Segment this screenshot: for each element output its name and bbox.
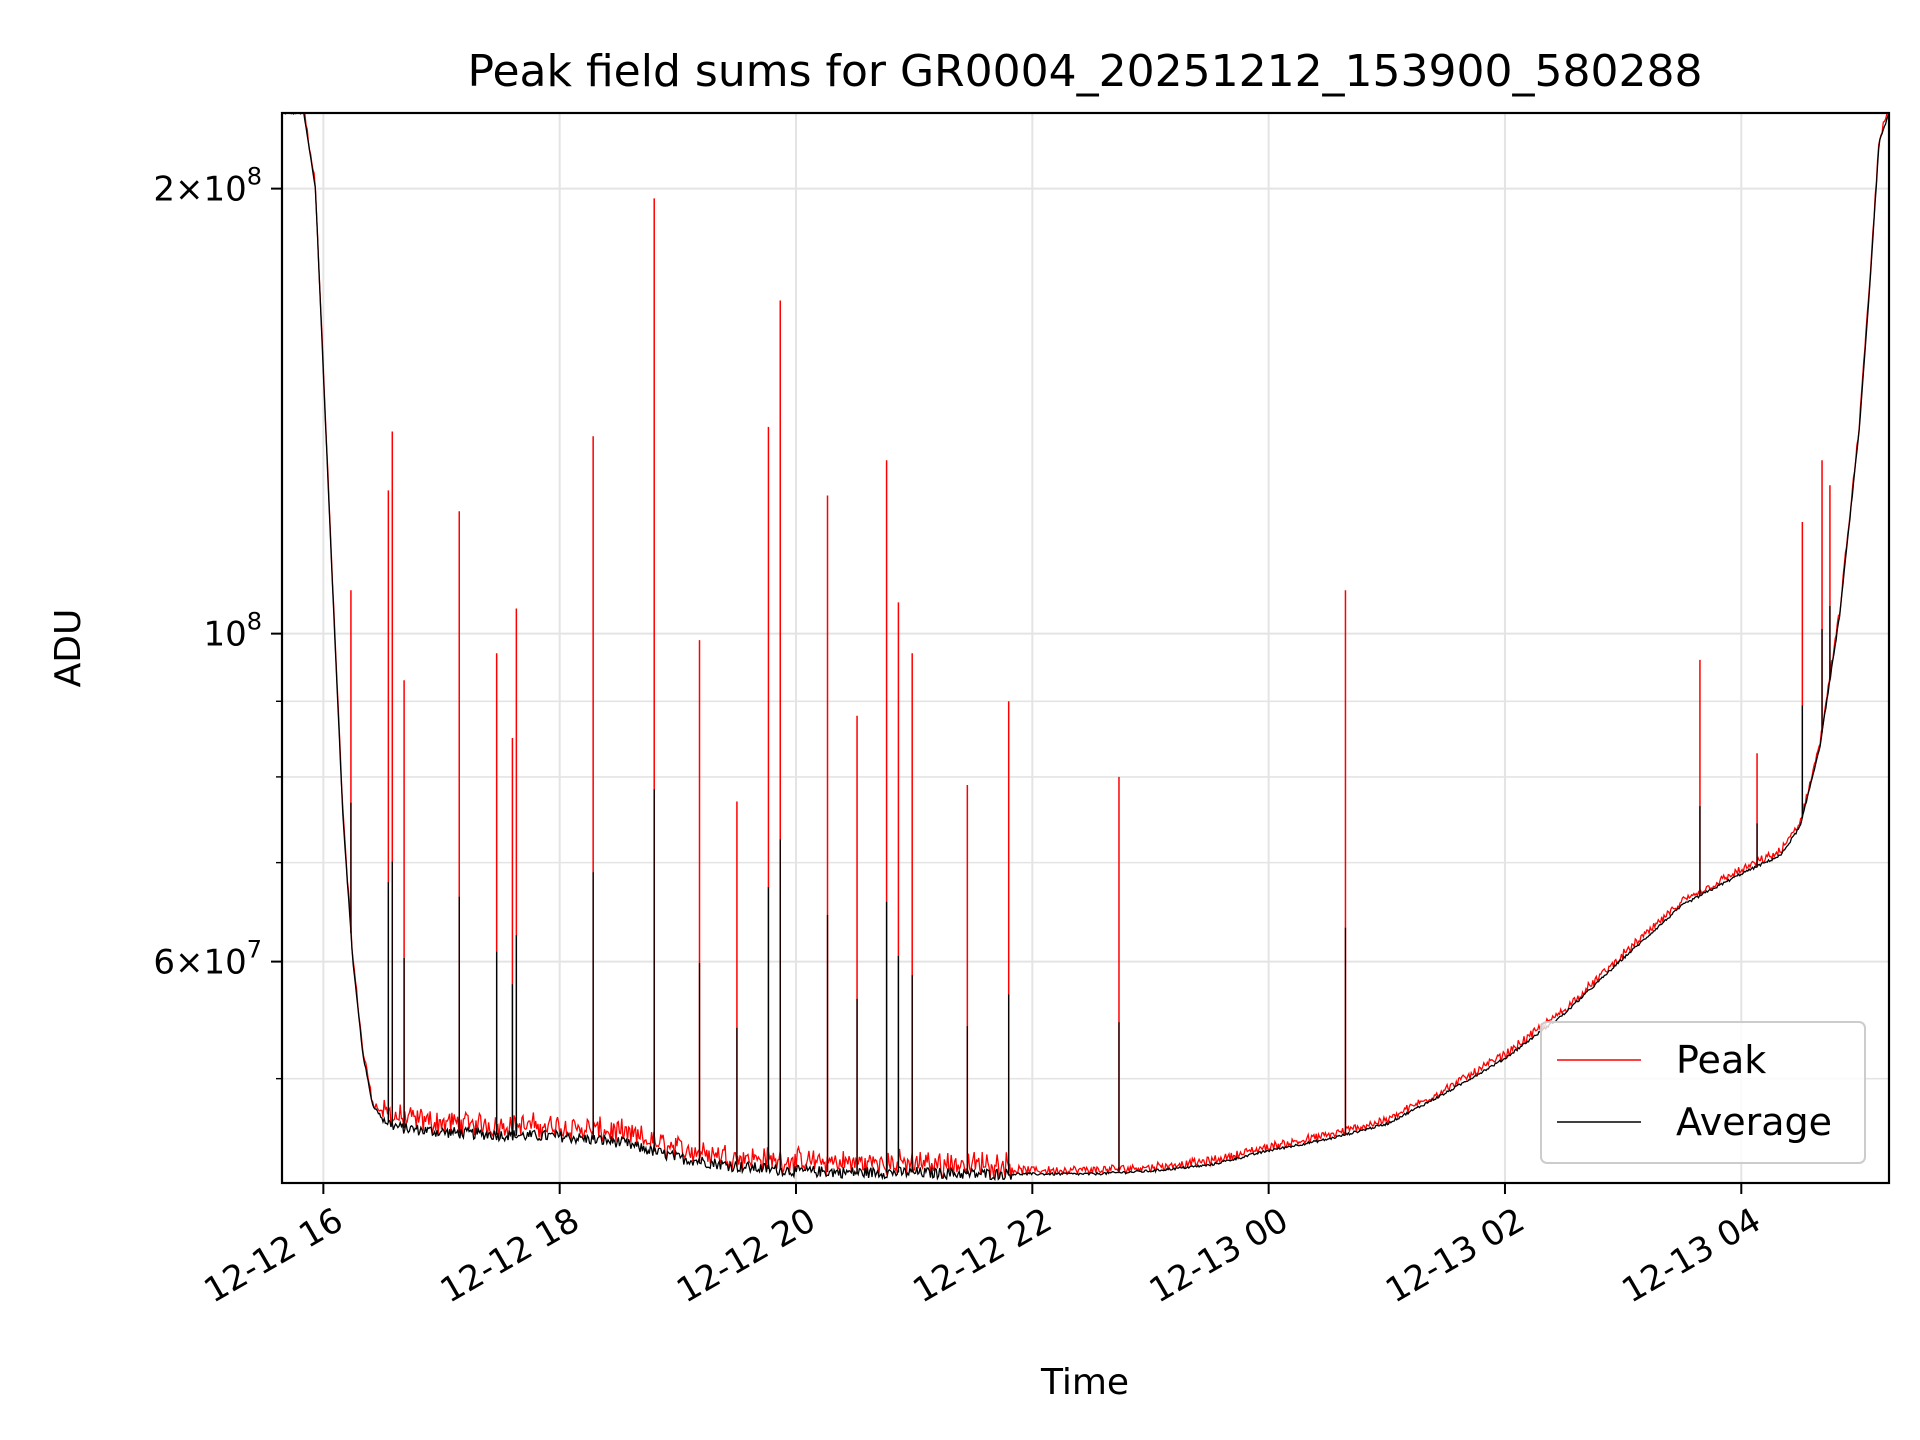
y-tick-label: 2×108 [153, 163, 262, 210]
series-layer [282, 112, 1890, 1182]
peak-series-line [282, 112, 1889, 1179]
chart-title: Peak field sums for GR0004_20251212_1539… [468, 46, 1703, 97]
legend-average-label: Average [1676, 1100, 1832, 1144]
legend-peak-label: Peak [1676, 1038, 1766, 1082]
legend-box [1540, 1021, 1866, 1164]
average-series-line [282, 112, 1890, 1182]
x-axis-label: Time [1040, 1362, 1129, 1403]
y-tick-label: 108 [203, 608, 262, 655]
y-tick-label: 6×107 [153, 936, 262, 983]
plot-frame [280, 111, 1891, 1185]
y-axis-label: ADU [48, 609, 89, 688]
legend: Peak Average [1540, 1021, 1866, 1164]
